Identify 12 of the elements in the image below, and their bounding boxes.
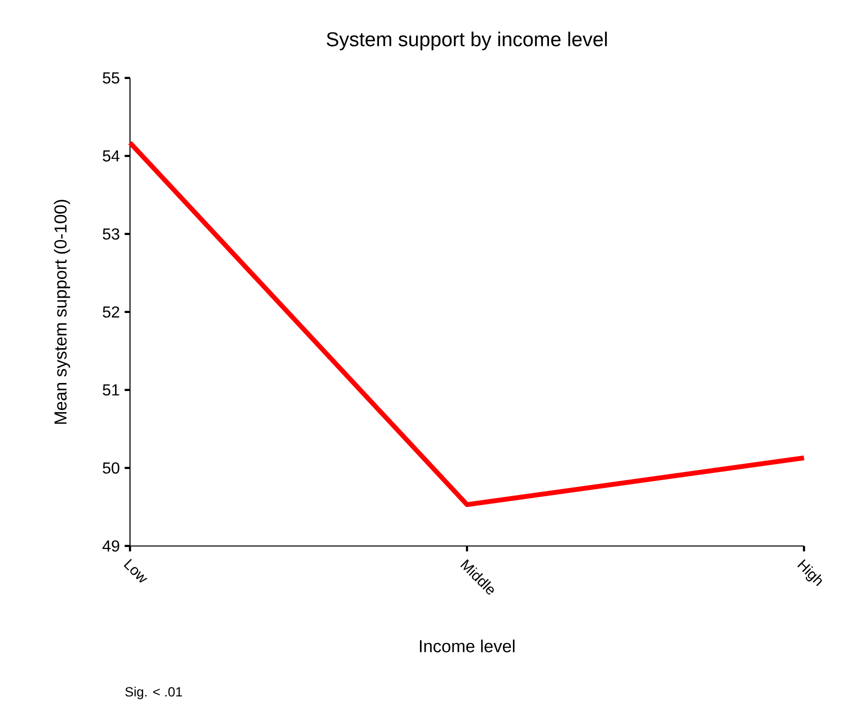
y-tick-label: 50 (102, 462, 120, 474)
y-tick-label: 55 (102, 72, 120, 84)
y-tick-label: 49 (102, 540, 120, 552)
text: Sig. < .01 (125, 686, 182, 700)
chart-title: System support by income level (326, 32, 607, 50)
x-axis-title: Income level (420, 640, 514, 652)
y-axis-title: Mean system support (0-100) (54, 200, 70, 424)
y-tick-label: 52 (102, 306, 120, 318)
y-tick-label: 53 (102, 228, 120, 240)
x-tick-label: Low (124, 558, 148, 583)
y-tick-label: 51 (102, 384, 120, 396)
y-tick-label: 54 (102, 150, 120, 162)
